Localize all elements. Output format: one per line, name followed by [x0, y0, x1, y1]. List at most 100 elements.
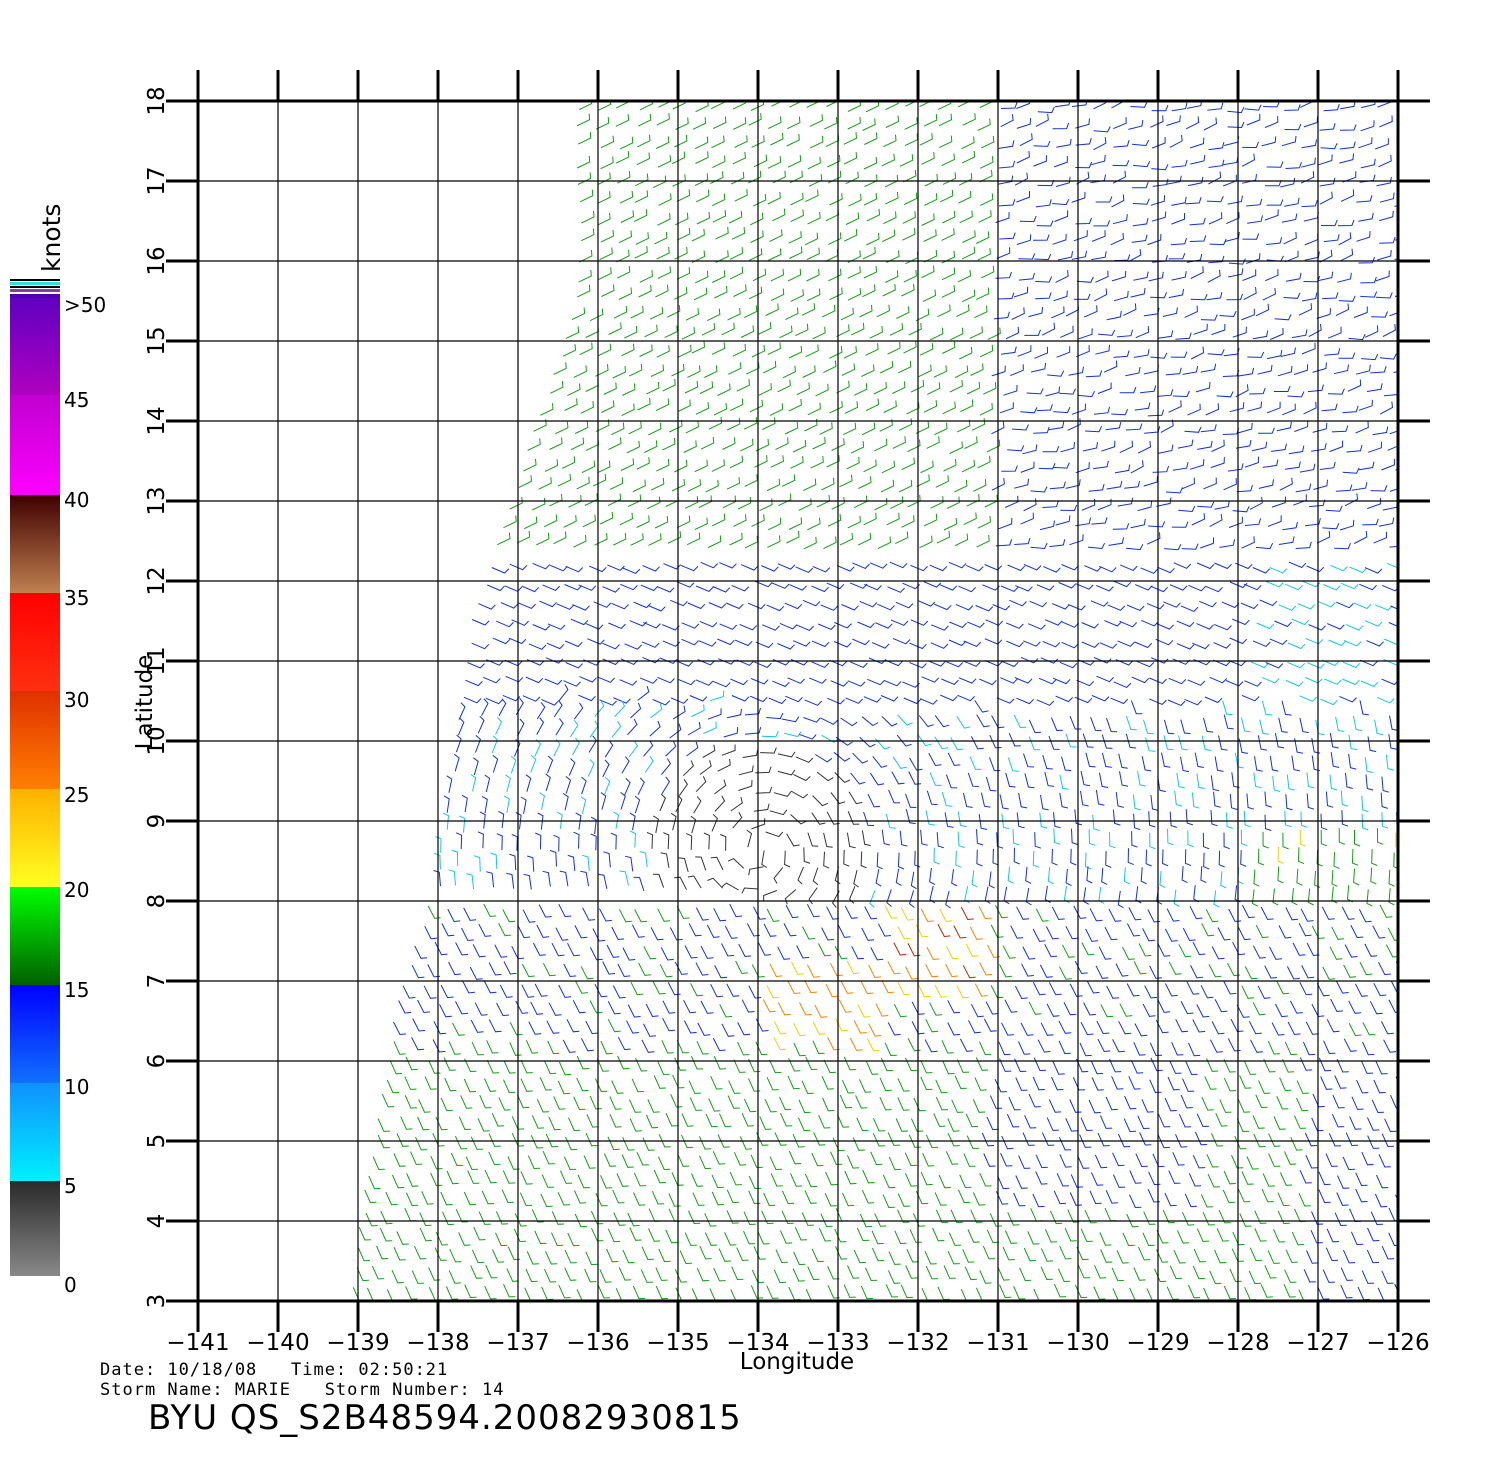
wind-barb [680, 1134, 694, 1149]
wind-barb [587, 638, 605, 645]
wind-barb [1218, 850, 1225, 868]
wind-barb [1165, 367, 1182, 376]
wind-barb [1075, 462, 1090, 474]
lat-lon-grid [166, 70, 1430, 1332]
wind-barb [719, 623, 738, 630]
wind-barb [1269, 638, 1288, 645]
wind-barb [970, 1209, 983, 1223]
wind-barb [1015, 1077, 1028, 1091]
wind-barb [905, 809, 916, 825]
wind-barb [979, 962, 993, 976]
wind-barb [1379, 192, 1395, 203]
wind-barb [366, 1287, 380, 1301]
wind-barb [870, 947, 884, 961]
wind-barb [657, 213, 671, 226]
wind-barb [528, 1021, 542, 1035]
wind-barb [1375, 1060, 1388, 1075]
wind-barb [379, 1227, 393, 1242]
wind-barb [492, 637, 511, 645]
wind-barb [719, 1113, 732, 1128]
wind-barb [619, 512, 634, 526]
wind-barb [603, 382, 617, 395]
wind-barb [1284, 1151, 1297, 1165]
wind-barb [637, 79, 650, 91]
wind-barb [790, 1173, 803, 1187]
wind-barb [1039, 812, 1048, 829]
wind-barb [1081, 641, 1100, 648]
wind-barb [876, 852, 883, 870]
wind-barb [1331, 1113, 1345, 1128]
wind-barb [779, 622, 798, 630]
wind-barb [667, 982, 681, 996]
wind-barb [657, 908, 671, 922]
wind-barb [1202, 832, 1210, 850]
wind-barb [699, 760, 712, 775]
wind-barb [1203, 477, 1217, 490]
wind-barb [1053, 406, 1071, 414]
wind-barb [1111, 270, 1127, 282]
wind-barb [602, 658, 621, 666]
wind-barb [738, 943, 752, 958]
wind-barb [785, 307, 799, 321]
wind-barb [977, 118, 991, 132]
wind-barb [562, 344, 577, 357]
wind-barb [1200, 866, 1207, 884]
wind-barb [966, 1135, 979, 1150]
wind-barb [1037, 179, 1055, 187]
wind-barb [582, 907, 596, 921]
wind-barb [1053, 1283, 1067, 1298]
wind-barb [929, 885, 936, 904]
wind-barb [1132, 181, 1149, 189]
wind-barb [1075, 217, 1092, 225]
wind-barb [711, 1191, 725, 1206]
wind-barb [636, 515, 650, 528]
wind-barb [863, 512, 877, 526]
wind-barb [1241, 1171, 1254, 1185]
wind-barb [915, 308, 930, 322]
wind-barb [1243, 287, 1257, 301]
wind-barb [470, 1136, 484, 1150]
wind-barb [1336, 601, 1354, 609]
wind-barb [1028, 1093, 1041, 1108]
wind-barb [772, 208, 786, 222]
wind-barb [676, 905, 690, 920]
wind-barb [1346, 885, 1354, 903]
wind-barb [751, 514, 765, 527]
wind-barb [1061, 641, 1079, 649]
wind-barb [690, 983, 704, 997]
wind-barb [1328, 1133, 1342, 1147]
wind-barb [798, 1117, 811, 1132]
wind-barb [925, 1134, 939, 1149]
wind-barb [696, 1040, 709, 1055]
wind-barb [1236, 1004, 1250, 1018]
wind-barb [1171, 1041, 1184, 1056]
wind-barb [1379, 401, 1394, 415]
wind-barb [794, 1226, 808, 1241]
wind-barb [906, 401, 920, 415]
wind-barb [1083, 887, 1090, 905]
wind-barb [1403, 388, 1418, 396]
wind-barb [1329, 774, 1338, 791]
wind-barb [1002, 945, 1016, 959]
wind-barb [473, 855, 481, 872]
wind-barb [881, 715, 898, 727]
wind-barb [458, 717, 465, 736]
wind-barb [908, 322, 922, 336]
wind-barb [770, 1173, 783, 1187]
wind-barb [572, 604, 590, 611]
wind-barb [1335, 484, 1353, 492]
wind-barb [669, 419, 683, 433]
wind-barb [1187, 830, 1194, 848]
wind-barb [1004, 1230, 1018, 1244]
wind-barb [574, 1213, 587, 1228]
wind-barb [483, 980, 497, 994]
wind-barb [761, 565, 779, 572]
wind-barb [855, 1095, 868, 1109]
wind-barb [1351, 482, 1368, 491]
wind-barb [1276, 981, 1290, 995]
wind-barb [1390, 605, 1398, 610]
wind-barb [1287, 1021, 1301, 1036]
wind-barb [798, 1099, 811, 1114]
wind-barb [808, 77, 821, 89]
wind-barb [781, 1190, 795, 1205]
